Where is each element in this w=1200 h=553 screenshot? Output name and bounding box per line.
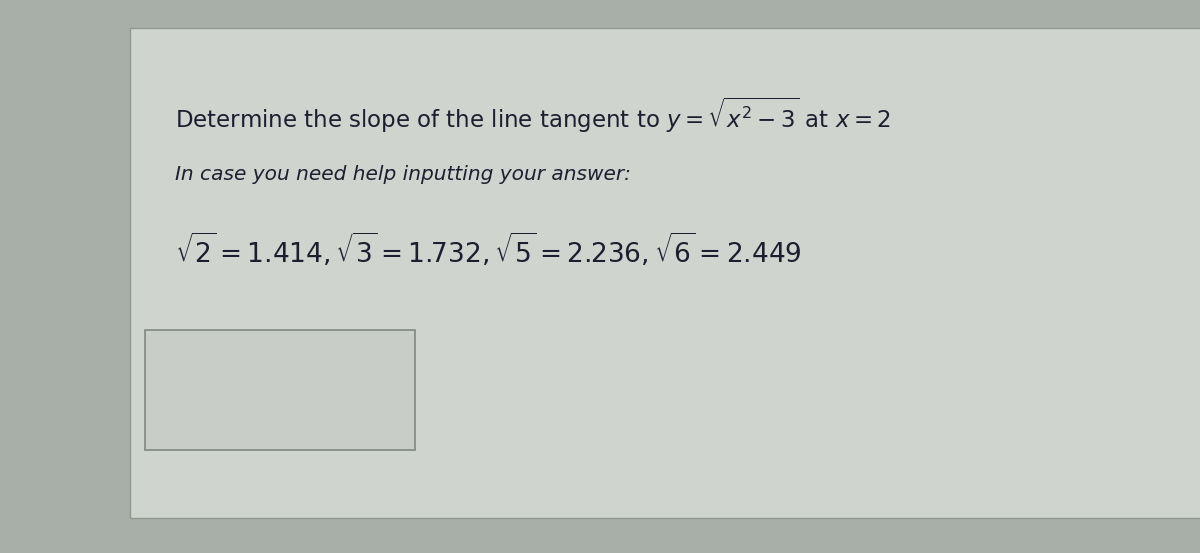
Bar bbox=[130, 28, 1200, 518]
Text: In case you need help inputting your answer:: In case you need help inputting your ans… bbox=[175, 165, 631, 185]
Text: $\sqrt{2} = 1.414, \sqrt{3} = 1.732, \sqrt{5} = 2.236, \sqrt{6} = 2.449$: $\sqrt{2} = 1.414, \sqrt{3} = 1.732, \sq… bbox=[175, 231, 802, 269]
Bar bbox=[145, 330, 415, 450]
Text: Determine the slope of the line tangent to $y = \sqrt{x^2-3}$ at $x = 2$: Determine the slope of the line tangent … bbox=[175, 95, 890, 135]
